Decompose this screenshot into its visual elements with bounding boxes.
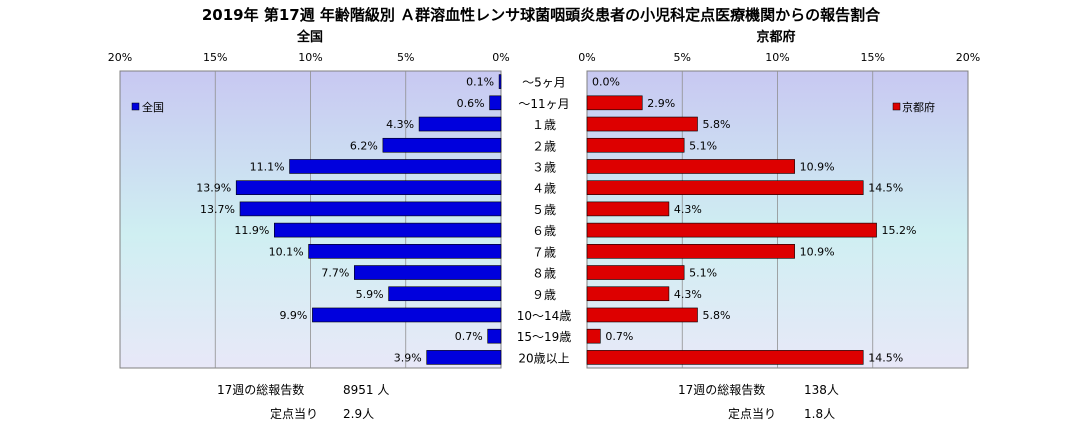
right-data-label: 0.0% <box>592 76 620 89</box>
category-label: １歳 <box>532 118 556 132</box>
left-bar <box>308 244 502 259</box>
right-bar <box>586 244 795 259</box>
right-tick-label: 20% <box>956 51 980 64</box>
right-bar <box>586 95 643 111</box>
left-bar <box>382 137 502 153</box>
left-data-label: 3.9% <box>394 351 422 364</box>
right-tick-label: 15% <box>861 51 885 64</box>
left-data-label: 9.9% <box>279 309 307 322</box>
right-summary: 17週の総報告数 138人 定点当り 1.8人 <box>678 382 839 421</box>
left-tick-label: 15% <box>203 51 227 64</box>
right-data-label: 5.1% <box>689 139 717 152</box>
right-data-label: 14.5% <box>868 351 903 364</box>
left-data-label: 5.9% <box>356 288 384 301</box>
right-data-label: 5.8% <box>702 118 730 131</box>
right-legend-swatch <box>892 102 901 111</box>
chart-title: 2019年 第17週 年齢階級別 Ａ群溶血性レンサ球菌咽頭炎患者の小児科定点医療… <box>202 6 881 24</box>
left-legend-label: 全国 <box>142 100 164 114</box>
left-legend: 全国 <box>131 100 164 114</box>
category-label: ６歳 <box>532 224 556 238</box>
left-data-label: 10.1% <box>269 245 304 258</box>
left-data-label: 0.6% <box>457 97 485 110</box>
right-data-label: 10.9% <box>800 245 835 258</box>
category-label: ２歳 <box>532 139 556 153</box>
left-tick-label: 20% <box>108 51 132 64</box>
left-bar <box>418 116 502 132</box>
category-label: ７歳 <box>532 245 556 259</box>
left-data-label: 6.2% <box>350 139 378 152</box>
left-bar <box>239 201 502 217</box>
right-per-value: 1.8人 <box>804 407 835 421</box>
right-tick-label: 5% <box>674 51 691 64</box>
right-data-label: 10.9% <box>800 160 835 173</box>
left-data-label: 4.3% <box>386 118 414 131</box>
left-bar <box>235 180 502 195</box>
right-bar <box>586 328 601 344</box>
left-tick-label: 10% <box>298 51 322 64</box>
right-data-label: 4.3% <box>674 203 702 216</box>
right-total-value: 138人 <box>804 383 839 397</box>
right-bar <box>586 265 685 280</box>
left-data-label: 13.9% <box>196 182 231 195</box>
left-bar <box>312 307 502 323</box>
category-label: ～5ヶ月 <box>522 76 566 90</box>
right-per-label: 定点当り <box>728 406 776 421</box>
left-bar <box>354 265 502 280</box>
left-data-label: 7.7% <box>321 267 349 280</box>
left-per-label: 定点当り <box>270 406 318 421</box>
category-label: 20歳以上 <box>518 351 569 365</box>
category-label: ９歳 <box>532 288 556 302</box>
right-legend: 京都府 <box>892 100 935 114</box>
right-data-label: 15.2% <box>882 224 917 237</box>
right-bar <box>586 180 864 195</box>
category-label: ８歳 <box>532 267 556 281</box>
right-data-label: 4.3% <box>674 288 702 301</box>
left-bar <box>426 350 502 365</box>
left-total-value: 8951 人 <box>343 383 389 397</box>
right-bar <box>586 222 877 238</box>
right-tick-label: 0% <box>578 51 595 64</box>
left-panel-title: 全国 <box>296 29 323 45</box>
category-label: ５歳 <box>532 203 556 217</box>
left-bar <box>289 159 502 174</box>
right-bar <box>586 350 864 365</box>
left-data-label: 13.7% <box>200 203 235 216</box>
left-tick-label: 5% <box>397 51 414 64</box>
right-data-label: 14.5% <box>868 182 903 195</box>
left-bar <box>498 74 502 89</box>
right-bar <box>586 201 670 217</box>
category-label: ３歳 <box>532 160 556 174</box>
right-bar <box>586 307 698 323</box>
left-total-label: 17週の総報告数 <box>217 382 304 397</box>
left-bar <box>487 328 502 344</box>
left-bar <box>274 222 502 238</box>
right-tick-label: 10% <box>765 51 789 64</box>
right-panel-title: 京都府 <box>756 29 795 45</box>
left-data-label: 11.9% <box>234 224 269 237</box>
category-label: 15～19歳 <box>517 330 572 344</box>
left-bar <box>489 95 502 111</box>
right-bar <box>586 116 698 132</box>
right-data-label: 0.7% <box>605 330 633 343</box>
right-bar <box>586 159 795 174</box>
left-tick-label: 0% <box>492 51 509 64</box>
left-legend-swatch <box>131 102 140 111</box>
category-label: ４歳 <box>532 182 556 196</box>
left-summary: 17週の総報告数 8951 人 定点当り 2.9人 <box>217 382 389 421</box>
left-data-label: 0.1% <box>466 76 494 89</box>
left-bar <box>388 286 502 302</box>
right-total-label: 17週の総報告数 <box>678 382 765 397</box>
left-per-value: 2.9人 <box>343 407 374 421</box>
right-bar <box>586 137 685 153</box>
left-data-label: 0.7% <box>455 330 483 343</box>
right-data-label: 2.9% <box>647 97 675 110</box>
right-legend-label: 京都府 <box>902 100 935 114</box>
category-label: ～11ヶ月 <box>518 97 569 111</box>
category-label: 10～14歳 <box>517 309 572 323</box>
right-bar <box>586 286 670 302</box>
right-data-label: 5.8% <box>702 309 730 322</box>
left-data-label: 11.1% <box>250 160 285 173</box>
right-data-label: 5.1% <box>689 267 717 280</box>
